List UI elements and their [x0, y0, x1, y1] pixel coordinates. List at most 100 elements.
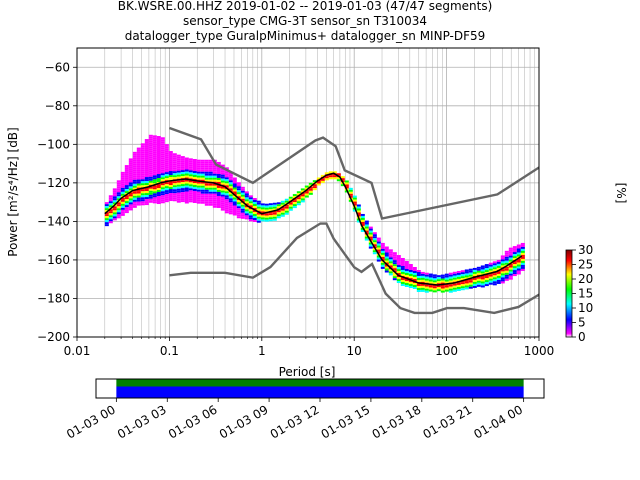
- psd-density-cell: [476, 278, 481, 281]
- psd-density-cell: [396, 269, 401, 272]
- psd-density-cell: [468, 286, 473, 289]
- psd-density-cell: [180, 174, 185, 177]
- ppsd-plot: 0.01 0.1 1 10 100 1000 −200 −180 −160 −140 −120 −1…: [6, 47, 554, 379]
- psd-density-cell: [440, 282, 445, 285]
- psd-density-cell: [144, 203, 149, 206]
- psd-density-cell: [460, 286, 465, 289]
- psd-density-cell: [308, 190, 313, 193]
- psd-density-cell: [164, 144, 169, 147]
- psd-density-cell: [424, 286, 429, 289]
- psd-density-cell: [160, 191, 165, 194]
- psd-density-cell: [256, 206, 261, 209]
- psd-density-cell: [148, 138, 153, 141]
- psd-density-cell: [220, 200, 225, 203]
- psd-density-cell: [200, 171, 205, 174]
- psd-density-cell: [160, 159, 165, 162]
- psd-density-cell: [496, 279, 501, 282]
- psd-density-cell: [152, 177, 157, 180]
- psd-density-cell: [124, 199, 129, 202]
- psd-density-cell: [492, 281, 497, 284]
- psd-density-cell: [188, 166, 193, 169]
- psd-density-cell: [188, 182, 193, 185]
- colorbar-tick-label: 5: [578, 316, 586, 330]
- psd-density-cell: [228, 194, 233, 197]
- psd-density-cell: [140, 181, 145, 184]
- psd-density-cell: [212, 167, 217, 170]
- psd-density-cell: [232, 185, 237, 188]
- noise-model-nlnm: [169, 222, 539, 315]
- psd-density-cell: [168, 193, 173, 196]
- psd-density-cell: [228, 210, 233, 213]
- psd-density-cell: [204, 185, 209, 188]
- psd-density-cell: [140, 153, 145, 156]
- psd-density-cell: [388, 257, 393, 260]
- psd-density-cell: [228, 192, 233, 195]
- psd-density-cell: [220, 164, 225, 167]
- psd-density-cell: [344, 182, 349, 185]
- psd-density-cell: [256, 218, 261, 221]
- psd-density-cell: [400, 267, 405, 270]
- psd-density-cell: [160, 193, 165, 196]
- psd-density-cell: [288, 202, 293, 205]
- psd-density-cell: [200, 163, 205, 166]
- psd-density-cell: [264, 205, 269, 208]
- psd-density-cell: [500, 279, 505, 282]
- psd-density-cell: [480, 281, 485, 284]
- psd-density-cell: [204, 175, 209, 178]
- psd-density-cell: [388, 265, 393, 268]
- psd-density-cell: [388, 249, 393, 252]
- psd-density-cell: [240, 192, 245, 195]
- psd-density-cell: [152, 189, 157, 192]
- psd-density-cell: [376, 237, 381, 240]
- psd-density-cell: [392, 252, 397, 255]
- psd-density-cell: [380, 264, 385, 267]
- psd-density-cell: [368, 244, 373, 247]
- psd-density-cell: [164, 146, 169, 149]
- psd-density-cell: [168, 159, 173, 162]
- psd-density-cell: [500, 255, 505, 258]
- psd-density-cell: [404, 282, 409, 285]
- psd-density-cell: [444, 275, 449, 278]
- psd-density-cell: [152, 171, 157, 174]
- psd-density-cell: [208, 185, 213, 188]
- psd-density-cell: [180, 170, 185, 173]
- psd-density-cell: [196, 191, 201, 194]
- psd-density-cell: [220, 174, 225, 177]
- psd-density-cell: [144, 201, 149, 204]
- psd-density-cell: [112, 214, 117, 217]
- psd-density-cell: [160, 201, 165, 204]
- psd-density-cell: [236, 208, 241, 211]
- psd-density-cell: [120, 185, 125, 188]
- psd-density-cell: [204, 159, 209, 162]
- psd-density-cell: [308, 188, 313, 191]
- psd-density-cell: [240, 208, 245, 211]
- psd-density-cell: [460, 272, 465, 275]
- psd-density-cell: [128, 162, 133, 165]
- psd-density-cell: [152, 193, 157, 196]
- psd-density-cell: [408, 269, 413, 272]
- psd-density-cell: [152, 199, 157, 202]
- psd-density-cell: [516, 270, 521, 273]
- psd-density-cell: [196, 173, 201, 176]
- psd-density-cell: [108, 197, 113, 200]
- psd-density-cell: [236, 212, 241, 215]
- psd-density-cell: [312, 184, 317, 187]
- psd-density-cell: [520, 252, 525, 255]
- psd-density-cell: [252, 212, 257, 215]
- psd-density-cell: [156, 154, 161, 157]
- psd-density-cell: [212, 193, 217, 196]
- psd-density-cell: [424, 276, 429, 279]
- psd-density-cell: [348, 193, 353, 196]
- psd-density-cell: [124, 195, 129, 198]
- psd-density-cell: [116, 198, 121, 201]
- psd-density-cell: [520, 266, 525, 269]
- psd-density-cell: [132, 169, 137, 172]
- psd-density-cell: [520, 262, 525, 265]
- psd-density-cell: [484, 282, 489, 285]
- psd-density-cell: [188, 186, 193, 189]
- psd-density-cell: [264, 209, 269, 212]
- psd-density-cell: [408, 263, 413, 266]
- psd-density-cell: [424, 290, 429, 293]
- psd-density-cell: [496, 261, 501, 264]
